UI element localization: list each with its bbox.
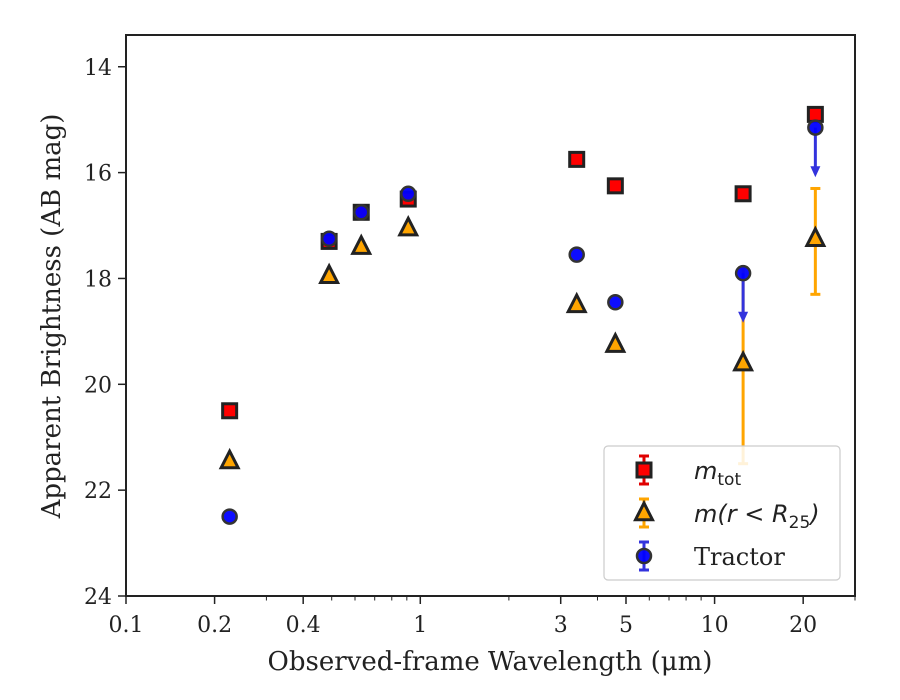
legend-subscript: tot xyxy=(717,470,741,490)
data-point-circle xyxy=(320,230,338,248)
series-triangle xyxy=(218,186,827,470)
data-point-square xyxy=(568,150,586,168)
data-point-square xyxy=(606,177,624,195)
legend-subscript: 25 xyxy=(789,513,811,533)
x-tick-label: 3 xyxy=(554,613,568,638)
data-point-square xyxy=(734,185,752,203)
data-point-square xyxy=(806,105,824,123)
upper-limit-arrowhead xyxy=(810,166,821,178)
data-point-square xyxy=(221,402,239,420)
legend-entry: Tractor xyxy=(635,540,785,572)
data-point-circle xyxy=(352,204,370,221)
y-tick-label: 16 xyxy=(84,162,112,187)
x-tick-label: 1 xyxy=(413,613,427,638)
data-point-circle xyxy=(221,508,238,525)
x-tick-label: 10 xyxy=(701,613,729,638)
x-tick-label: 0.1 xyxy=(109,613,144,638)
x-tick-label: 0.2 xyxy=(197,613,232,638)
y-tick-label: 22 xyxy=(84,479,112,504)
data-point-circle xyxy=(734,264,752,282)
legend-marker-triangle xyxy=(633,499,655,522)
x-axis-title: Observed-frame Wavelength (μm) xyxy=(268,647,713,677)
data-point-triangle xyxy=(804,225,827,247)
data-point-triangle xyxy=(350,233,373,255)
x-axis-ticks: 0.1 0.2 0.4 1 3 5 10 20 xyxy=(109,596,856,638)
data-point-triangle xyxy=(218,447,241,470)
x-tick-label: 20 xyxy=(789,613,817,638)
series-circle xyxy=(221,119,824,525)
y-tick-label: 14 xyxy=(84,56,112,81)
data-point-circle xyxy=(399,185,417,203)
legend-box xyxy=(603,445,841,581)
legend-label: Tractor xyxy=(694,543,785,571)
data-point-triangle xyxy=(565,291,588,314)
data-point-triangle xyxy=(397,214,420,237)
y-axis-ticks: 14 16 18 20 22 24 xyxy=(84,56,126,610)
data-point-triangle xyxy=(604,331,627,353)
data-point-circle xyxy=(607,294,624,311)
upper-limit-arrowhead xyxy=(738,311,749,323)
data-point-triangle xyxy=(318,262,341,285)
data-point-triangle xyxy=(732,349,755,372)
legend-marker-circle xyxy=(635,547,653,565)
y-tick-label: 24 xyxy=(84,585,112,610)
data-point-circle xyxy=(807,119,824,136)
x-tick-label: 5 xyxy=(619,613,633,638)
x-tick-label: 0.4 xyxy=(286,613,321,638)
y-tick-label: 20 xyxy=(84,373,112,398)
legend-tail: ) xyxy=(808,500,819,528)
axes-frame xyxy=(125,34,856,597)
y-tick-label: 18 xyxy=(84,267,112,292)
plot-series xyxy=(218,105,827,525)
data-point-circle xyxy=(568,246,585,263)
plot-area-frame xyxy=(125,34,856,597)
y-axis-title: Apparent Brightness (AB mag) xyxy=(37,114,67,520)
legend-marker-square xyxy=(635,461,653,479)
